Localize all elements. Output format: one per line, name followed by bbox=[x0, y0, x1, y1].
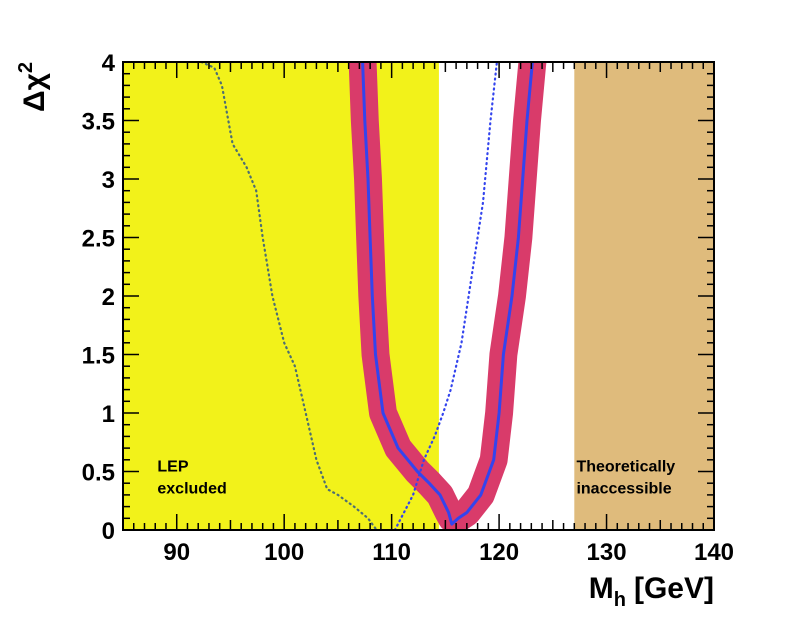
y-axis-title: Δχ2 bbox=[15, 62, 51, 112]
theoretically-inaccessible-region-label: Theoretically bbox=[576, 459, 675, 476]
region-labels: LEP excluded Theoretically inaccessible bbox=[157, 459, 675, 498]
y-tick-label: 2 bbox=[102, 284, 115, 311]
y-axis-superscript: 2 bbox=[15, 62, 37, 73]
y-tick-label: 2.5 bbox=[82, 226, 115, 253]
x-tick-label: 100 bbox=[264, 539, 304, 566]
x-axis-symbol: M bbox=[589, 572, 614, 605]
y-tick-label: 3 bbox=[102, 167, 115, 194]
dotted-curve-left bbox=[200, 62, 378, 530]
x-axis-subscript: h bbox=[614, 589, 626, 611]
x-tick-label: 140 bbox=[694, 539, 734, 566]
y-tick-label: 0.5 bbox=[82, 460, 115, 487]
x-tick-label: 110 bbox=[372, 539, 411, 566]
theoretically-inaccessible-region bbox=[574, 62, 714, 530]
x-tick-label: 90 bbox=[163, 539, 190, 566]
x-tick-label: 120 bbox=[479, 539, 519, 566]
y-tick-label: 4 bbox=[102, 50, 116, 77]
best-fit-curve bbox=[361, 62, 534, 526]
lep-excluded-region-label: excluded bbox=[157, 481, 226, 498]
axis-ticks bbox=[122, 61, 715, 531]
data-series bbox=[200, 62, 547, 530]
y-tick-label: 1.5 bbox=[82, 343, 115, 370]
x-tick-label: 130 bbox=[587, 539, 627, 566]
y-tick-labels: 0 0.5 1 1.5 2 2.5 3 3.5 4 bbox=[82, 50, 116, 545]
x-tick-labels: 90 100 110 120 130 140 bbox=[163, 539, 734, 566]
dotted-curve-right bbox=[393, 62, 498, 530]
y-tick-label: 3.5 bbox=[82, 109, 115, 136]
y-axis-symbol: Δχ bbox=[18, 72, 51, 112]
x-axis-unit: [GeV] bbox=[634, 572, 714, 605]
lep-excluded-region-label: LEP bbox=[157, 459, 188, 476]
y-tick-label: 1 bbox=[102, 401, 115, 428]
theoretically-inaccessible-region-label: inaccessible bbox=[576, 481, 671, 498]
y-tick-label: 0 bbox=[102, 518, 115, 545]
x-axis-title: Mh [GeV] bbox=[589, 572, 714, 611]
